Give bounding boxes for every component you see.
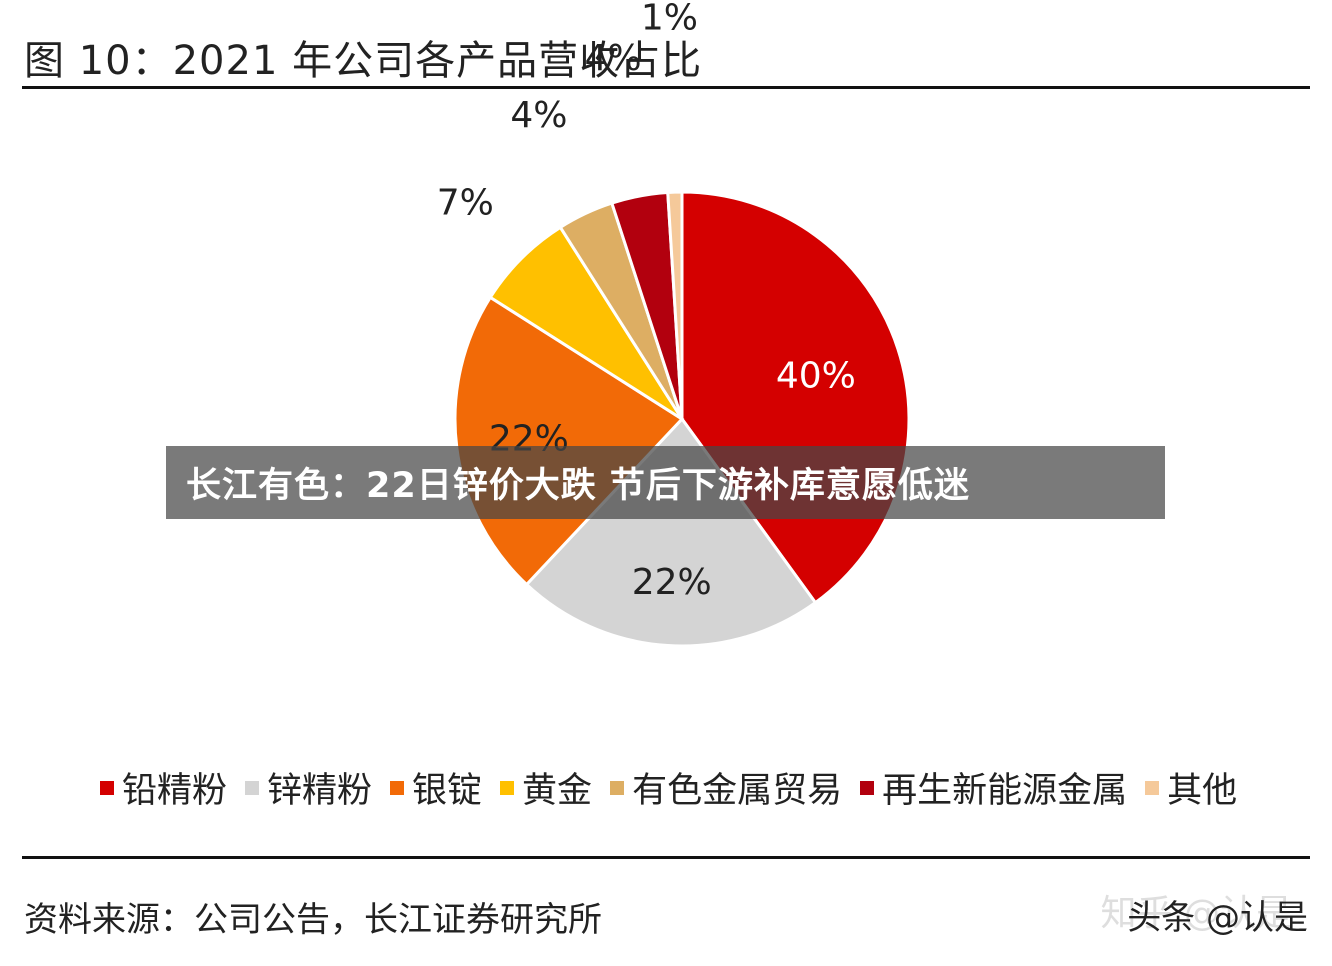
- legend-item-4: 黄金: [500, 762, 592, 813]
- source-note: 资料来源：公司公告，长江证券研究所: [24, 900, 602, 940]
- slice-label-2: 22%: [632, 562, 712, 603]
- legend-label: 其他: [1167, 771, 1238, 811]
- slice-label-7: 1%: [641, 0, 698, 38]
- chart-legend: 铅精粉 锌精粉 银锭 黄金 有色金属贸易 再生新能源金属 其他: [100, 762, 1300, 813]
- legend-item-2: 锌精粉: [245, 762, 372, 813]
- headline-text: 长江有色：22日锌价大跌 节后下游补库意愿低迷: [186, 466, 970, 506]
- bottom-divider: [22, 856, 1310, 859]
- slice-label-6: 4%: [585, 38, 642, 79]
- legend-label: 锌精粉: [267, 771, 373, 811]
- pie-slice-2: [524, 416, 818, 648]
- legend-item-7: 其他: [1145, 762, 1237, 813]
- slice-label-1: 40%: [776, 356, 856, 397]
- legend-swatch: [245, 780, 260, 795]
- watermark-faint: 知乎 @认是: [1100, 893, 1292, 934]
- chart-title: 图 10：2021 年公司各产品营收占比: [24, 38, 703, 84]
- legend-label: 银锭: [412, 771, 483, 811]
- legend-label: 有色金属贸易: [632, 771, 843, 811]
- legend-label: 铅精粉: [122, 771, 228, 811]
- legend-swatch: [390, 780, 405, 795]
- legend-item-5: 有色金属贸易: [610, 762, 842, 813]
- slice-label-4: 7%: [437, 182, 494, 223]
- legend-swatch: [860, 780, 875, 795]
- pie-slice-7: [666, 190, 684, 420]
- watermark: 头条 @认是: [1127, 898, 1308, 938]
- legend-swatch: [610, 780, 625, 795]
- legend-label: 再生新能源金属: [882, 771, 1128, 811]
- pie-chart: 40%22%22%7%4%4%1%: [437, 0, 911, 648]
- legend-swatch: [100, 780, 114, 795]
- legend-swatch: [1145, 780, 1160, 795]
- legend-item-1: 铅精粉: [100, 762, 227, 813]
- legend-item-6: 再生新能源金属: [860, 762, 1127, 813]
- legend-item-3: 银锭: [390, 762, 482, 813]
- legend-label: 黄金: [522, 771, 593, 811]
- top-divider: [22, 86, 1310, 89]
- headline-banner: 长江有色：22日锌价大跌 节后下游补库意愿低迷: [166, 446, 1165, 519]
- slice-label-5: 4%: [510, 95, 567, 136]
- legend-swatch: [500, 780, 515, 795]
